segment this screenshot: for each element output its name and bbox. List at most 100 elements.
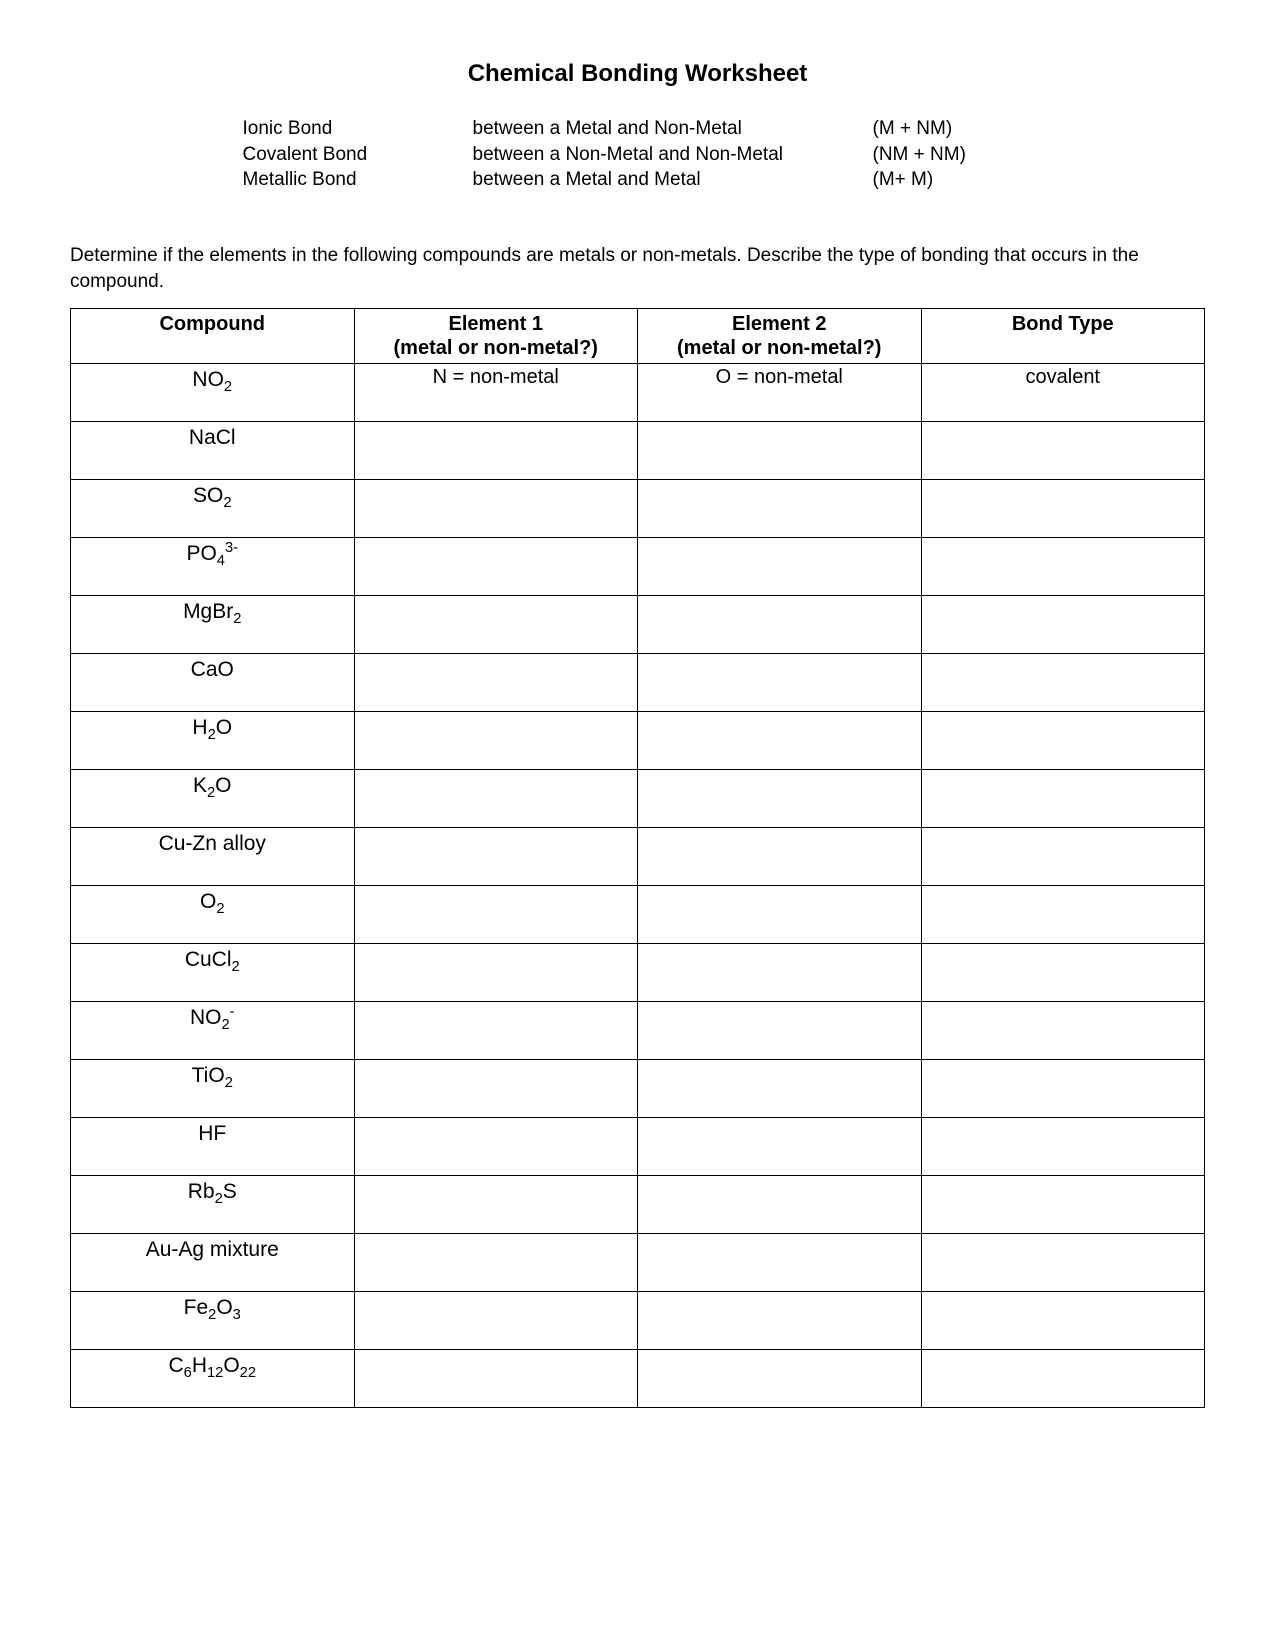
cell-bond-type — [921, 712, 1205, 770]
table-row: NaCl — [71, 422, 1205, 480]
cell-bond-type — [921, 886, 1205, 944]
cell-compound: NO2 — [71, 364, 355, 422]
cell-bond-type — [921, 596, 1205, 654]
cell-element2 — [638, 1118, 922, 1176]
cell-compound: K2O — [71, 770, 355, 828]
table-row: PO43- — [71, 538, 1205, 596]
table-row: O2 — [71, 886, 1205, 944]
compound-formula: Au-Ag mixture — [146, 1236, 279, 1262]
cell-element1 — [354, 422, 638, 480]
cell-compound: MgBr2 — [71, 596, 355, 654]
bond-between: between a Non-Metal and Non-Metal — [473, 142, 873, 168]
compound-formula: HF — [198, 1120, 226, 1146]
cell-bond-type — [921, 538, 1205, 596]
cell-bond-type — [921, 1002, 1205, 1060]
bond-row-covalent: Covalent Bond between a Non-Metal and No… — [243, 142, 1033, 168]
header-subtext: (metal or non-metal?) — [359, 336, 634, 360]
cell-element2 — [638, 596, 922, 654]
cell-bond-type — [921, 1176, 1205, 1234]
cell-compound: H2O — [71, 712, 355, 770]
cell-element1 — [354, 596, 638, 654]
cell-compound: HF — [71, 1118, 355, 1176]
cell-element2 — [638, 1060, 922, 1118]
cell-element2 — [638, 886, 922, 944]
header-text: Compound — [159, 313, 265, 335]
cell-compound: NO2- — [71, 1002, 355, 1060]
cell-element1 — [354, 828, 638, 886]
cell-element2 — [638, 654, 922, 712]
cell-bond-type — [921, 1234, 1205, 1292]
compound-formula: Cu-Zn alloy — [159, 830, 266, 856]
table-row: Au-Ag mixture — [71, 1234, 1205, 1292]
cell-element2: O = non-metal — [638, 364, 922, 422]
col-bond-type: Bond Type — [921, 309, 1205, 364]
header-text: Element 1 — [449, 313, 543, 335]
cell-element1 — [354, 712, 638, 770]
cell-compound: PO43- — [71, 538, 355, 596]
cell-bond-type — [921, 1350, 1205, 1408]
cell-element2 — [638, 944, 922, 1002]
table-row: MgBr2 — [71, 596, 1205, 654]
table-row: NO2 N = non-metalO = non-metalcovalent — [71, 364, 1205, 422]
table-row: C6H12O22 — [71, 1350, 1205, 1408]
cell-bond-type: covalent — [921, 364, 1205, 422]
page-title: Chemical Bonding Worksheet — [70, 60, 1205, 88]
compound-formula: TiO2 — [192, 1062, 233, 1088]
table-row: H2O — [71, 712, 1205, 770]
cell-compound: Fe2O3 — [71, 1292, 355, 1350]
cell-element2 — [638, 712, 922, 770]
cell-element2 — [638, 1176, 922, 1234]
cell-element2 — [638, 1292, 922, 1350]
header-subtext: (metal or non-metal?) — [642, 336, 917, 360]
instructions-text: Determine if the elements in the followi… — [70, 243, 1205, 294]
table-header: Compound Element 1 (metal or non-metal?)… — [71, 309, 1205, 364]
table-row: CuCl2 — [71, 944, 1205, 1002]
table-row: Cu-Zn alloy — [71, 828, 1205, 886]
cell-element2 — [638, 480, 922, 538]
compound-formula: Rb2S — [188, 1178, 237, 1204]
cell-element2 — [638, 770, 922, 828]
cell-element1 — [354, 1350, 638, 1408]
cell-element1 — [354, 538, 638, 596]
cell-element2 — [638, 1002, 922, 1060]
cell-compound: TiO2 — [71, 1060, 355, 1118]
cell-element1 — [354, 1118, 638, 1176]
cell-bond-type — [921, 1118, 1205, 1176]
table-row: SO2 — [71, 480, 1205, 538]
cell-element2 — [638, 1234, 922, 1292]
table-row: Fe2O3 — [71, 1292, 1205, 1350]
compound-formula: SO2 — [193, 482, 232, 508]
cell-bond-type — [921, 422, 1205, 480]
compound-formula: Fe2O3 — [184, 1294, 241, 1320]
compound-formula: CaO — [191, 656, 234, 682]
cell-element1 — [354, 1176, 638, 1234]
bond-row-ionic: Ionic Bond between a Metal and Non-Metal… — [243, 116, 1033, 142]
compound-formula: NO2 — [192, 366, 232, 392]
cell-element1 — [354, 1234, 638, 1292]
col-element1: Element 1 (metal or non-metal?) — [354, 309, 638, 364]
cell-element1 — [354, 886, 638, 944]
cell-element1 — [354, 1292, 638, 1350]
cell-compound: CuCl2 — [71, 944, 355, 1002]
cell-element1 — [354, 1002, 638, 1060]
cell-bond-type — [921, 770, 1205, 828]
table-row: Rb2S — [71, 1176, 1205, 1234]
cell-compound: O2 — [71, 886, 355, 944]
cell-compound: Rb2S — [71, 1176, 355, 1234]
bond-short: (M+ M) — [873, 167, 1033, 193]
compound-formula: NaCl — [189, 424, 236, 450]
bond-name: Ionic Bond — [243, 116, 473, 142]
cell-element1 — [354, 1060, 638, 1118]
cell-element1: N = non-metal — [354, 364, 638, 422]
table-row: NO2- — [71, 1002, 1205, 1060]
cell-bond-type — [921, 480, 1205, 538]
bond-row-metallic: Metallic Bond between a Metal and Metal … — [243, 167, 1033, 193]
bond-name: Covalent Bond — [243, 142, 473, 168]
table-body: NO2 N = non-metalO = non-metalcovalent NaC… — [71, 364, 1205, 1408]
cell-element2 — [638, 422, 922, 480]
table-row: K2O — [71, 770, 1205, 828]
cell-bond-type — [921, 1060, 1205, 1118]
cell-compound: NaCl — [71, 422, 355, 480]
bond-short: (NM + NM) — [873, 142, 1033, 168]
header-text: Bond Type — [1012, 313, 1114, 335]
